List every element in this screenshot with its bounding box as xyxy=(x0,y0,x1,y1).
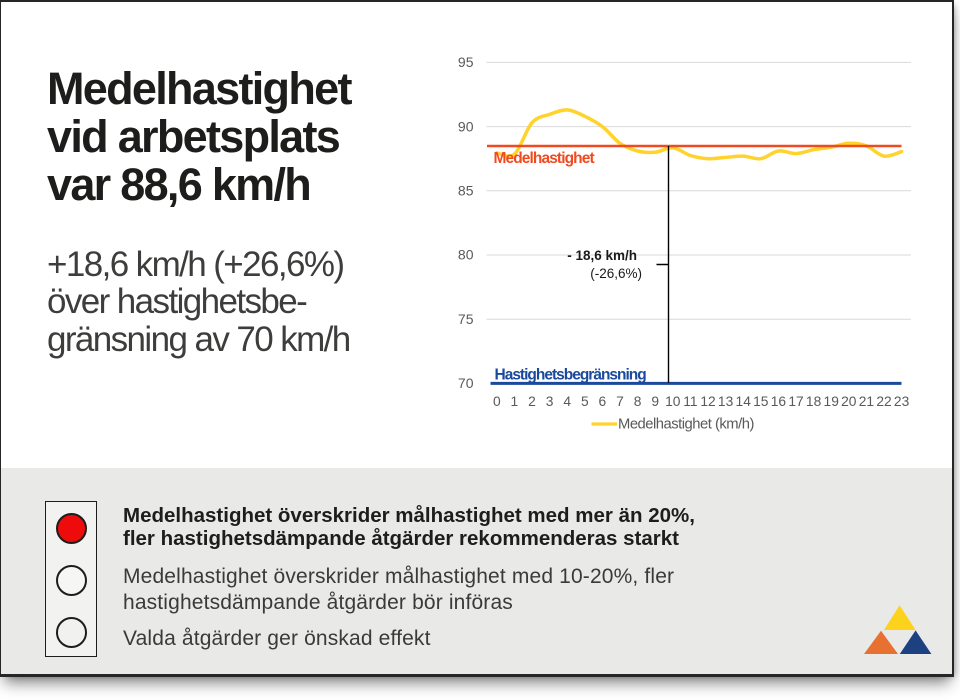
svg-text:10: 10 xyxy=(665,394,681,409)
svg-text:90: 90 xyxy=(458,118,474,134)
svg-text:(-26,6%): (-26,6%) xyxy=(590,266,642,281)
svg-text:11: 11 xyxy=(683,394,697,409)
svg-text:20: 20 xyxy=(841,394,857,409)
svg-text:Medelhastighet: Medelhastighet xyxy=(494,150,595,167)
svg-text:Medelhastighet (km/h): Medelhastighet (km/h) xyxy=(618,417,754,433)
svg-text:9: 9 xyxy=(651,394,659,409)
svg-text:2: 2 xyxy=(528,394,536,409)
svg-text:0: 0 xyxy=(493,394,501,409)
svg-text:17: 17 xyxy=(788,394,803,409)
svg-text:13: 13 xyxy=(718,394,734,409)
svg-text:16: 16 xyxy=(771,394,787,409)
svg-text:18: 18 xyxy=(806,394,822,409)
svg-text:19: 19 xyxy=(824,394,840,409)
svg-text:15: 15 xyxy=(753,394,769,409)
svg-text:21: 21 xyxy=(859,394,874,409)
svg-text:23: 23 xyxy=(894,394,910,409)
svg-text:12: 12 xyxy=(700,394,715,409)
svg-text:85: 85 xyxy=(458,183,474,199)
svg-text:Hastighetsbegränsning: Hastighetsbegränsning xyxy=(495,367,647,384)
svg-text:8: 8 xyxy=(634,394,642,409)
svg-text:6: 6 xyxy=(599,394,607,409)
svg-text:95: 95 xyxy=(458,54,474,70)
svg-text:1: 1 xyxy=(511,394,519,409)
svg-text:22: 22 xyxy=(876,394,891,409)
svg-text:3: 3 xyxy=(546,394,554,409)
svg-text:75: 75 xyxy=(458,311,474,327)
svg-text:14: 14 xyxy=(736,394,752,409)
svg-text:70: 70 xyxy=(458,375,474,391)
svg-text:4: 4 xyxy=(563,394,571,409)
svg-text:7: 7 xyxy=(616,394,624,409)
svg-text:5: 5 xyxy=(581,394,589,409)
svg-text:- 18,6 km/h: - 18,6 km/h xyxy=(567,248,637,263)
svg-text:80: 80 xyxy=(458,247,474,263)
